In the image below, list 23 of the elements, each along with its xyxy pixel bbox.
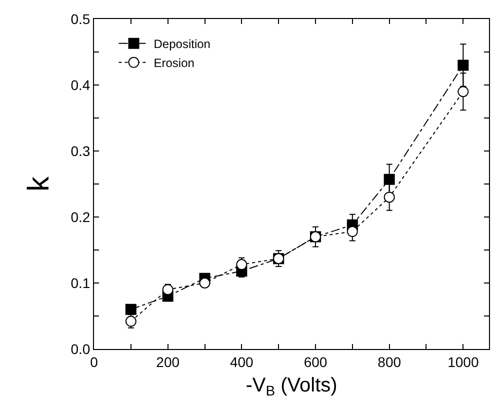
x-tick-label: 0 <box>90 354 98 370</box>
legend-label: Deposition <box>154 37 210 52</box>
point <box>458 86 469 98</box>
point <box>384 174 395 185</box>
y-tick-label: 0.4 <box>70 76 90 93</box>
y-tick-label: 0.3 <box>70 142 90 159</box>
y-tick-label: 0.0 <box>70 340 90 357</box>
x-tick-label: 400 <box>230 354 254 370</box>
y-tick-label: 0.1 <box>70 274 90 291</box>
x-axis-title: -V$_{B}$ (Volts) <box>246 374 338 398</box>
x-tick-label: 600 <box>304 354 328 370</box>
y-tick-label: 0.5 <box>70 10 90 27</box>
x-tick-label: 200 <box>156 354 180 370</box>
point <box>199 278 210 288</box>
y-tick-label: 0.2 <box>70 208 90 225</box>
x-tick-label: 1000 <box>448 354 479 370</box>
legend-label: Erosion <box>154 56 194 70</box>
y-axis-title: k <box>22 176 56 192</box>
point <box>384 192 395 203</box>
x-tick-label: 800 <box>378 354 402 370</box>
point <box>125 304 136 315</box>
point <box>346 226 358 238</box>
point <box>458 60 469 71</box>
